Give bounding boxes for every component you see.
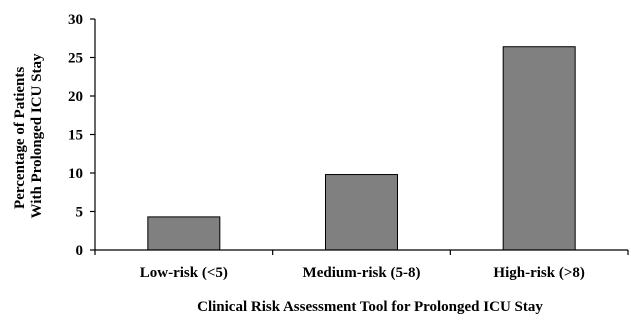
y-axis-title-line-2: With Prolonged ICU Stay <box>29 53 45 218</box>
y-tick-label: 10 <box>68 166 83 182</box>
x-category-label: Low-risk (<5) <box>140 265 228 281</box>
y-tick-label: 5 <box>76 205 84 221</box>
y-axis-ticks: 0 5 10 15 20 25 30 <box>68 12 95 259</box>
y-tick-label: 0 <box>76 243 84 259</box>
y-tick-label: 25 <box>68 51 83 67</box>
x-axis: Low-risk (<5) Medium-risk (5-8) High-risk … <box>94 250 629 281</box>
x-category-label: High-risk (>8) <box>493 265 584 281</box>
y-tick-label: 15 <box>68 128 83 144</box>
y-tick-label: 20 <box>68 89 83 105</box>
y-axis-title-line-1: Percentage of Patients <box>12 67 28 209</box>
x-category-label: Medium-risk (5-8) <box>303 265 421 281</box>
y-tick-label: 30 <box>68 12 83 28</box>
bar-3 <box>502 46 576 251</box>
y-axis-title: Percentage of Patients With Prolonged IC… <box>12 53 45 218</box>
bar-2 <box>325 174 398 251</box>
bars <box>147 46 576 251</box>
x-axis-title: Clinical Risk Assessment Tool for Prolon… <box>197 299 543 315</box>
bar-1 <box>147 216 221 251</box>
